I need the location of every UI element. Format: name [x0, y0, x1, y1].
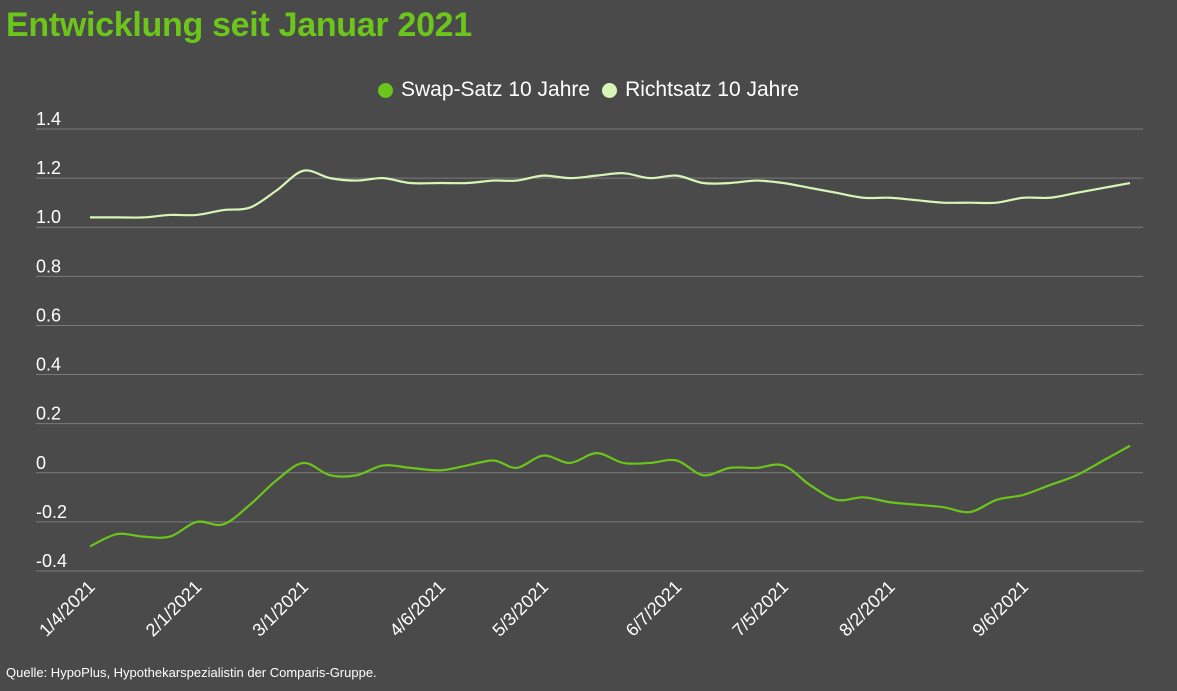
x-tick-label: 2/1/2021 [142, 577, 206, 641]
x-tick-label: 9/6/2021 [968, 577, 1032, 641]
x-tick-label: 7/5/2021 [728, 577, 792, 641]
x-tick-label: 8/2/2021 [835, 577, 899, 641]
legend-label-swap: Swap-Satz 10 Jahre [400, 78, 591, 101]
x-tick-label: 6/7/2021 [622, 577, 686, 641]
x-tick-label: 1/4/2021 [35, 577, 99, 641]
source-note: Quelle: HypoPlus, Hypothekarspezialistin… [6, 665, 377, 680]
legend-label-richtsatz: Richtsatz 10 Jahre [625, 78, 800, 101]
x-tick-label: 5/3/2021 [488, 577, 552, 641]
series-line-swap [89, 444, 1131, 548]
y-tick-label: 0.6 [36, 305, 61, 325]
y-tick-label: -0.2 [36, 502, 67, 522]
y-tick-label: 1.2 [36, 158, 61, 178]
legend-item-swap[interactable]: Swap-Satz 10 Jahre [377, 78, 591, 102]
legend-swatch-richtsatz [602, 82, 618, 98]
legend-item-richtsatz[interactable]: Richtsatz 10 Jahre [602, 78, 799, 102]
y-tick-label: 1.0 [36, 207, 61, 227]
y-tick-label: 0.2 [36, 404, 61, 424]
chart-title: Entwicklung seit Januar 2021 [6, 6, 472, 44]
y-tick-label: 0.4 [36, 355, 61, 375]
x-tick-label: 3/1/2021 [248, 577, 312, 641]
y-tick-label: 1.4 [36, 109, 61, 129]
y-tick-label: 0.8 [36, 256, 61, 276]
legend-swatch-swap [377, 82, 393, 98]
series-line-richtsatz [90, 169, 1131, 219]
y-tick-label: 0 [36, 453, 46, 473]
legend: Swap-Satz 10 Jahre Richtsatz 10 Jahre [0, 78, 1177, 102]
y-tick-label: -0.4 [36, 551, 67, 571]
x-tick-label: 4/6/2021 [386, 577, 450, 641]
